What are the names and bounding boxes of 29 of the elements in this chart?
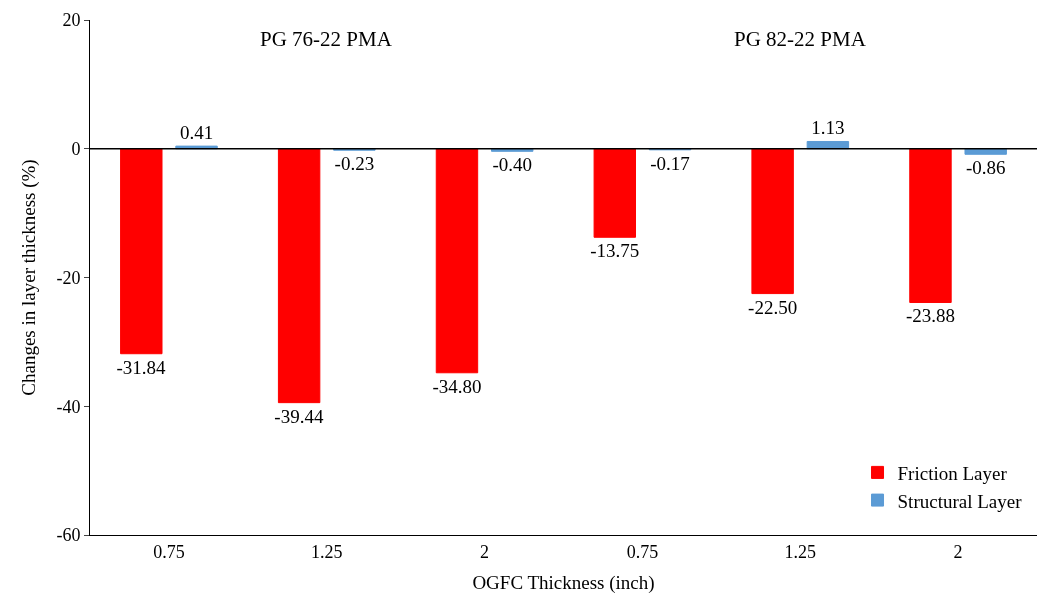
x-tick-label: 1.25 — [784, 541, 816, 562]
y-tick-label: -40 — [56, 396, 81, 417]
data-label: 0.41 — [179, 122, 214, 144]
data-label: -0.86 — [965, 157, 1006, 179]
x-tick-label: 0.75 — [153, 541, 185, 562]
legend-label: Structural Layer — [897, 490, 1023, 512]
y-tick-label: -60 — [56, 525, 81, 546]
data-label: -22.50 — [748, 296, 798, 318]
y-tick-label: -20 — [56, 267, 81, 288]
data-label: -0.40 — [492, 154, 532, 176]
data-label: -34.80 — [432, 375, 482, 397]
data-label: -23.88 — [905, 305, 955, 327]
y-tick-label: 20 — [62, 10, 81, 31]
annotation: PG 76-22 PMA — [260, 27, 393, 51]
x-tick-label: 1.25 — [311, 541, 343, 562]
y-axis-title: Changes in layer thickness (%) — [18, 159, 41, 396]
x-tick-label: 2 — [953, 541, 963, 562]
x-tick-label: 0.75 — [626, 541, 659, 562]
data-label: -31.84 — [116, 356, 167, 378]
x-tick-label: 2 — [480, 541, 490, 562]
x-axis-title: OGFC Thickness (inch) — [472, 572, 655, 595]
data-label: -0.23 — [334, 153, 375, 175]
data-label: -39.44 — [274, 405, 324, 427]
legend-label: Friction Layer — [897, 462, 1008, 484]
data-label: -0.17 — [650, 152, 690, 174]
annotation: PG 82-22 PMA — [734, 27, 867, 51]
y-tick-label: 0 — [71, 139, 81, 160]
data-label: 1.13 — [811, 117, 845, 139]
data-label: -13.75 — [590, 240, 640, 262]
